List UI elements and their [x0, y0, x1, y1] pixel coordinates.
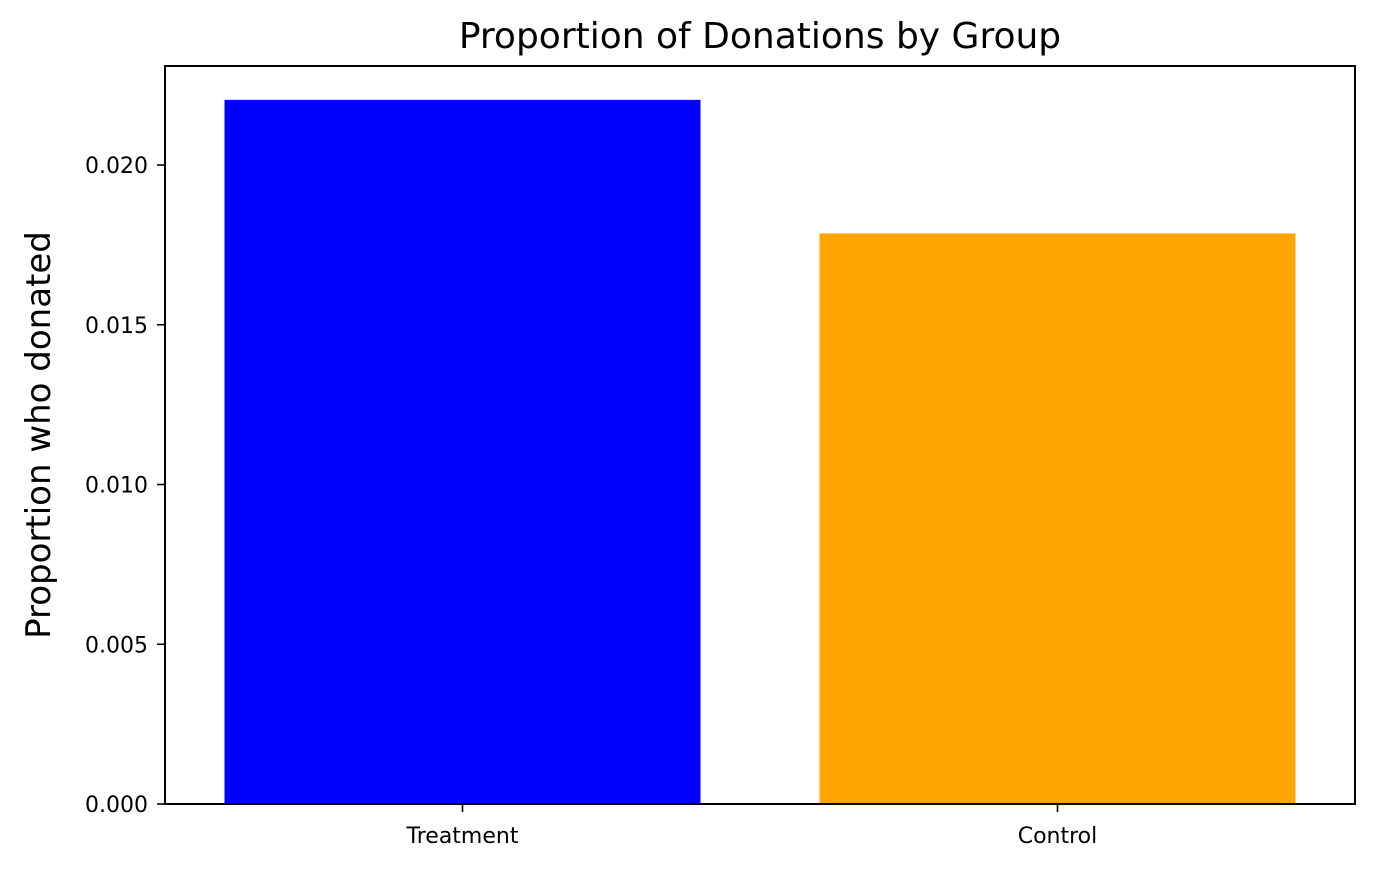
bar-control: [819, 233, 1296, 805]
plot-frame: [164, 65, 1356, 805]
y-tick-label: 0.000: [85, 793, 148, 818]
x-axis: Treatment Control: [406, 804, 1098, 849]
bars-group: [224, 99, 1296, 805]
y-tick-label: 0.005: [85, 633, 148, 658]
y-tick-label: 0.020: [85, 154, 148, 179]
y-tick-label: 0.015: [85, 314, 148, 339]
chart-title: Proportion of Donations by Group: [459, 16, 1061, 57]
y-tick-label: 0.010: [85, 474, 148, 499]
y-axis-label: Proportion who donated: [19, 231, 59, 639]
y-axis: 0.000 0.005 0.010 0.015 0.020: [85, 154, 165, 818]
x-tick-label: Treatment: [406, 824, 519, 849]
x-tick-label: Control: [1018, 824, 1098, 849]
bar-treatment: [224, 99, 701, 805]
